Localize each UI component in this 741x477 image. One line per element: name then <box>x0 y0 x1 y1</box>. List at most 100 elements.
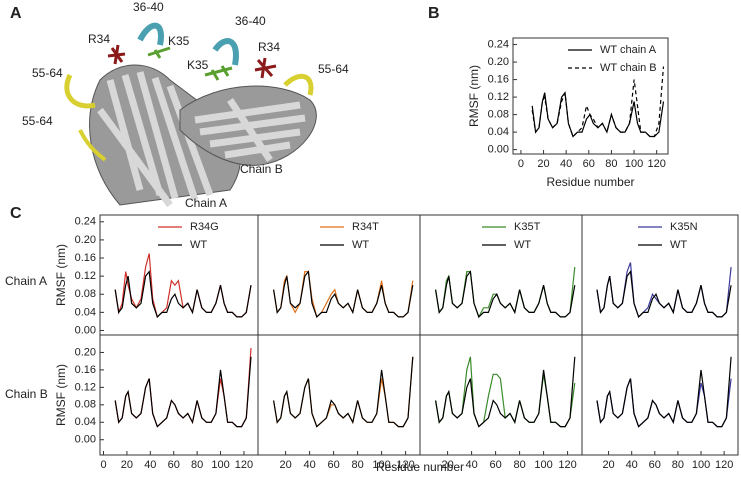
y-tick-label: 0.16 <box>75 252 96 264</box>
y-tick-label: 0.08 <box>488 109 509 121</box>
panel-letter: A <box>10 5 22 22</box>
protein-structure <box>64 22 317 208</box>
y-axis-label: RMSF (nm) <box>54 244 68 306</box>
x-tick-label: 20 <box>537 158 549 170</box>
structure-label: Chain A <box>185 196 227 210</box>
x-tick-label: 100 <box>534 459 552 471</box>
panel-letter: B <box>428 5 440 22</box>
series-line <box>596 262 732 318</box>
x-tick-label: 20 <box>279 459 291 471</box>
y-axis-label: RMSF (nm) <box>54 364 68 426</box>
y-tick-label: 0.08 <box>75 399 96 411</box>
series-line <box>531 91 665 138</box>
x-tick-label: 20 <box>121 459 133 471</box>
plot-frame <box>512 37 669 155</box>
structure-label: K35 <box>187 58 209 72</box>
x-tick-label: 40 <box>144 459 156 471</box>
x-tick-label: 60 <box>168 459 180 471</box>
x-tick-label: 20 <box>441 459 453 471</box>
legend-label: WT <box>190 239 207 251</box>
x-axis-label: Residue number <box>546 175 634 189</box>
series-line <box>273 356 414 428</box>
structure-label: 55-64 <box>22 114 53 128</box>
series-line <box>596 378 732 428</box>
x-tick-label: 80 <box>513 459 525 471</box>
series-line <box>273 356 414 428</box>
x-tick-label: 120 <box>715 459 733 471</box>
series-line <box>531 66 665 138</box>
plot-frame <box>419 334 583 456</box>
legend-label: R34T <box>352 221 379 233</box>
legend-label: WT <box>514 239 531 251</box>
x-tick-label: 100 <box>372 459 390 471</box>
y-tick-label: 0.24 <box>75 216 96 228</box>
plot-frame <box>257 334 421 456</box>
series-line <box>114 356 252 428</box>
x-axis-label: Residue number <box>376 460 464 474</box>
x-tick-label: 120 <box>648 158 666 170</box>
x-tick-label: 60 <box>489 459 501 471</box>
x-tick-label: 40 <box>560 158 572 170</box>
x-tick-label: 60 <box>649 459 661 471</box>
legend-label: K35T <box>514 221 541 233</box>
y-tick-label: 0.00 <box>75 324 96 336</box>
y-axis-label: RMSF (nm) <box>467 65 481 127</box>
x-tick-label: 0 <box>518 158 524 170</box>
plot-frame <box>99 214 259 336</box>
plot-frame <box>99 334 259 456</box>
x-tick-label: 120 <box>396 459 414 471</box>
structure-label: Chain B <box>240 162 283 176</box>
y-tick-label: 0.12 <box>75 381 96 393</box>
x-tick-label: 100 <box>692 459 710 471</box>
x-tick-label: 40 <box>626 459 638 471</box>
plot-frame <box>257 214 421 336</box>
x-tick-label: 80 <box>191 459 203 471</box>
structure-label: R34 <box>258 40 280 54</box>
y-tick-label: 0.00 <box>75 434 96 446</box>
legend-label: WT chain B <box>600 62 657 74</box>
x-tick-label: 60 <box>327 459 339 471</box>
y-tick-label: 0.04 <box>75 416 96 428</box>
structure-label: 36-40 <box>133 0 164 14</box>
series-line <box>435 270 576 318</box>
row-label: Chain A <box>5 274 47 288</box>
series-line <box>596 356 732 428</box>
y-tick-label: 0.24 <box>488 38 509 50</box>
panel-letter: C <box>10 205 22 222</box>
y-tick-label: 0.16 <box>488 73 509 85</box>
legend-label: R34G <box>190 221 219 233</box>
x-tick-label: 40 <box>465 459 477 471</box>
x-tick-label: 120 <box>558 459 576 471</box>
structure-label: R34 <box>88 32 110 46</box>
x-tick-label: 20 <box>602 459 614 471</box>
x-tick-label: 100 <box>625 158 643 170</box>
y-tick-label: 0.20 <box>75 234 96 246</box>
x-tick-label: 80 <box>351 459 363 471</box>
plot-frame <box>581 334 739 456</box>
series-line <box>435 267 576 319</box>
plot-frame <box>419 214 583 336</box>
series-line <box>114 348 252 428</box>
structure-label: 55-64 <box>318 62 349 76</box>
x-tick-label: 60 <box>583 158 595 170</box>
y-tick-label: 0.16 <box>75 364 96 376</box>
row-label: Chain B <box>5 387 48 401</box>
x-tick-label: 0 <box>100 459 106 471</box>
legend-label: WT chain A <box>600 44 657 56</box>
x-tick-label: 100 <box>211 459 229 471</box>
series-line <box>596 270 732 318</box>
y-tick-label: 0.08 <box>75 288 96 300</box>
structure-label: K35 <box>168 34 190 48</box>
y-tick-label: 0.00 <box>488 144 509 156</box>
y-tick-label: 0.04 <box>488 126 509 138</box>
y-tick-label: 0.20 <box>488 56 509 68</box>
structure-label: 36-40 <box>235 14 266 28</box>
x-tick-label: 120 <box>235 459 253 471</box>
y-tick-label: 0.12 <box>488 91 509 103</box>
series-line <box>114 270 252 318</box>
series-line <box>435 356 576 428</box>
series-line <box>273 270 414 318</box>
structure-label: 55-64 <box>32 66 63 80</box>
series-line <box>435 356 576 428</box>
